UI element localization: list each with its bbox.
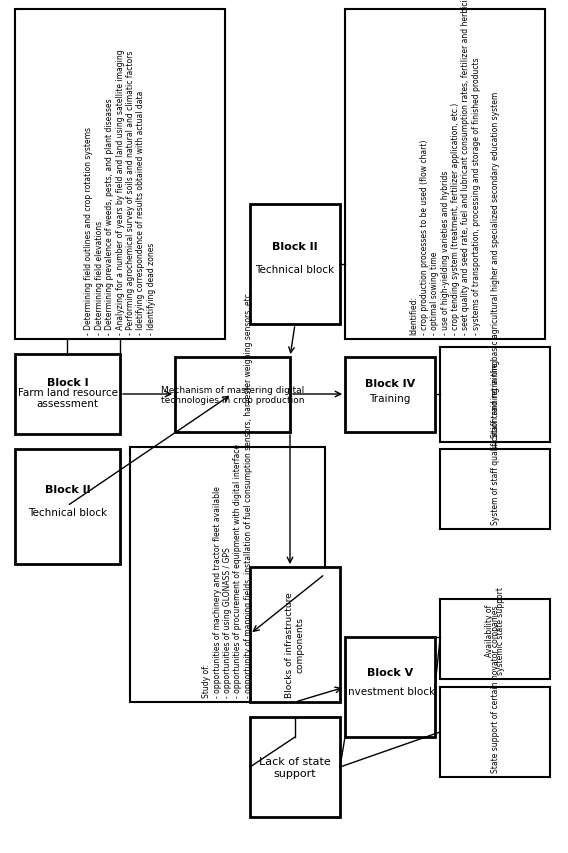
Bar [440, 688, 550, 777]
Bar [440, 600, 550, 679]
Bar [175, 357, 290, 432]
Bar [440, 450, 550, 530]
Text: Identified:
- crop production processes to be used (flow chart)
- optimal sowing: Identified: - crop production processes … [410, 0, 481, 334]
Text: Availability of
systemic state support: Availability of systemic state support [485, 586, 505, 674]
Text: Technical block: Technical block [256, 265, 335, 275]
Text: Training: Training [369, 393, 411, 403]
Text: Block II: Block II [45, 485, 90, 495]
Text: State support of certain novator companies: State support of certain novator compani… [491, 605, 499, 772]
Text: Blocks of infrastructure
components: Blocks of infrastructure components [285, 592, 304, 697]
Bar [15, 10, 225, 339]
Text: Block II: Block II [272, 241, 318, 252]
Text: Farm land resource
assessment: Farm land resource assessment [18, 387, 118, 409]
Bar [250, 567, 340, 702]
Bar [345, 357, 435, 432]
Bar [440, 347, 550, 443]
Bar [345, 637, 435, 737]
Text: Study of:
- opportunities of machinery and tractor fleet available
- opportuniti: Study of: - opportunities of machinery a… [202, 290, 253, 697]
Bar [15, 450, 120, 565]
Text: Mechanism of mastering digital
technologies in crop production: Mechanism of mastering digital technolog… [161, 386, 304, 404]
Text: Lack of state
support: Lack of state support [259, 757, 331, 778]
Text: Investment block: Investment block [345, 687, 435, 697]
Bar [15, 355, 120, 434]
Bar [250, 717, 340, 817]
Text: System of staff qualification and retraining: System of staff qualification and retrai… [491, 359, 499, 525]
Text: Block V: Block V [367, 667, 413, 677]
Text: Technical block: Technical block [28, 507, 107, 517]
Bar [130, 448, 325, 702]
Text: Block I: Block I [47, 378, 88, 387]
Text: - Determining field outlines and crop rotation systems
- Determining field eleva: - Determining field outlines and crop ro… [84, 49, 156, 334]
Text: Block IV: Block IV [365, 379, 415, 389]
Text: Staff training in the basic agricultural higher and specialized secondary educat: Staff training in the basic agricultural… [491, 91, 499, 438]
Bar [250, 205, 340, 325]
Bar [345, 10, 545, 339]
